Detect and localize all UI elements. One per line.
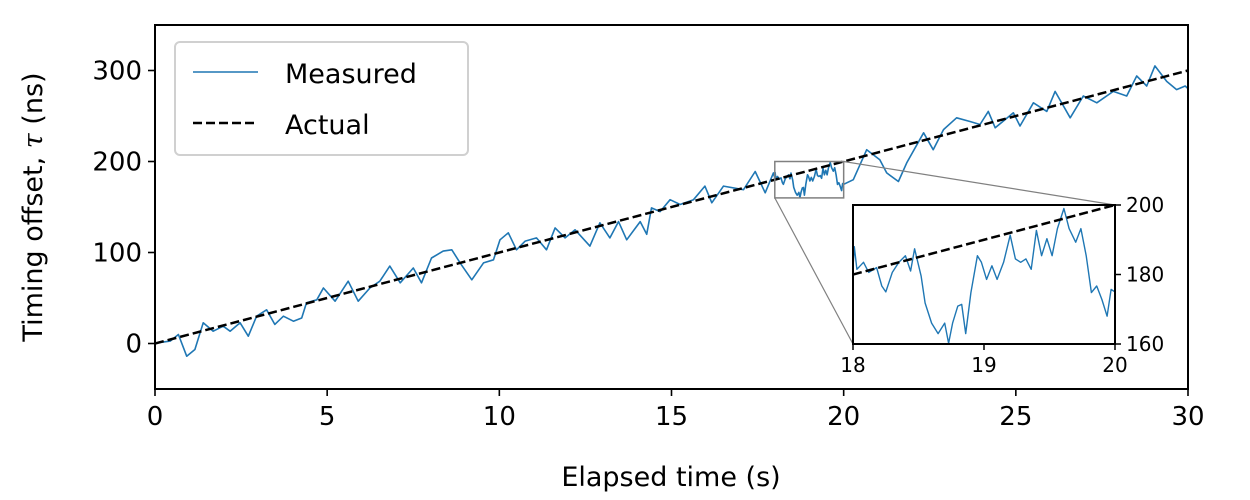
zoom-region-box	[774, 160, 845, 199]
zoom-connector-line	[843, 160, 1116, 206]
y-tick-label: 0	[125, 330, 142, 360]
legend: Measured Actual	[174, 41, 469, 156]
y-axis-label-symbol: τ	[18, 132, 49, 148]
inset-y-tick-label: 180	[1126, 263, 1164, 287]
x-tick-label: 25	[999, 402, 1032, 432]
x-tick-label: 5	[319, 402, 336, 432]
x-tick-label: 0	[147, 402, 164, 432]
legend-actual-label: Actual	[285, 110, 370, 141]
y-axis-label-suffix: (ns)	[18, 72, 49, 133]
y-tick-label: 100	[92, 239, 142, 269]
zoom-connector-line	[774, 197, 854, 345]
inset-x-tick-label: 20	[1102, 353, 1127, 377]
inset-y-tick-label: 200	[1126, 193, 1164, 217]
inset-y-tick-label: 160	[1126, 332, 1164, 356]
inset-x-tick-label: 18	[840, 353, 865, 377]
x-tick-label: 30	[1171, 402, 1204, 432]
actual-series-line	[155, 69, 1188, 345]
x-axis-label: Elapsed time (s)	[561, 462, 780, 493]
inset-background	[853, 205, 1115, 344]
y-axis-label: Timing offset, τ (ns)	[18, 72, 49, 342]
y-tick-label: 200	[92, 148, 142, 178]
legend-measured-label: Measured	[285, 59, 417, 90]
x-tick-label: 15	[655, 402, 688, 432]
legend-frame	[174, 41, 469, 156]
zoom-indicator	[774, 160, 1116, 345]
inset-x-tick-label: 19	[971, 353, 996, 377]
x-tick-label: 20	[827, 402, 860, 432]
actual-series-line	[853, 205, 1115, 276]
measured-series-line	[853, 207, 1115, 344]
y-axis-label-prefix: Timing offset,	[18, 148, 49, 342]
x-tick-label: 10	[483, 402, 516, 432]
y-tick-label: 300	[92, 57, 142, 87]
